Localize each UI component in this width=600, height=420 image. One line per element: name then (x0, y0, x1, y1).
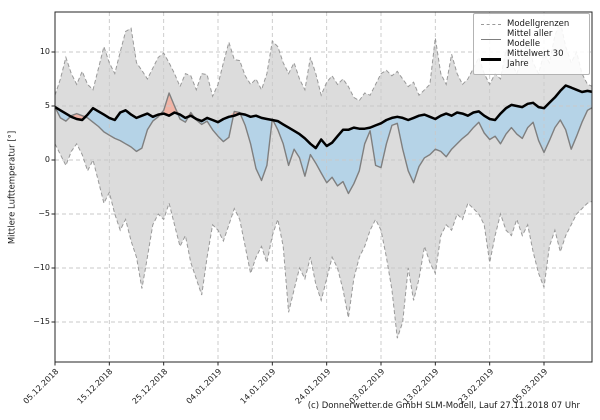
legend-item-label: Modellgrenzen (507, 19, 570, 29)
model-range-band (55, 21, 592, 339)
legend-item-modellgrenzen: Modellgrenzen (481, 19, 582, 29)
black-line-sample-icon (481, 57, 501, 61)
climate-mean-line (55, 84, 592, 150)
y-tick-label: 10 (39, 46, 50, 56)
y-tick-label: 5 (44, 100, 50, 110)
below-normal-fill (55, 85, 592, 194)
y-tick-label: −15 (33, 316, 50, 326)
copyright-caption: (c) Donnerwetter.de GmbH SLM-Modell, Lau… (307, 401, 580, 411)
gray-line-sample-icon (481, 38, 501, 40)
y-tick-label: −5 (38, 208, 50, 218)
y-axis-label: Mittlere Lufttemperatur [°] (7, 130, 18, 245)
y-tick-label: 0 (44, 154, 50, 164)
legend-item-label: Mittel aller Modelle (507, 29, 553, 49)
model-max-line (55, 20, 592, 102)
legend-item-mittel-aller-modelle: Mittel aller Modelle (481, 29, 582, 49)
plot-border (54, 11, 593, 363)
legend: Modellgrenzen Mittel aller Modelle Mitte… (473, 13, 590, 75)
model-min-line (55, 142, 592, 339)
model-mean-line (55, 92, 592, 195)
dashed-line-sample-icon (481, 23, 501, 25)
legend-item-label: Mittelwert 30 Jahre (507, 49, 564, 69)
y-tick-label: −10 (33, 262, 50, 272)
legend-item-mittelwert-30-jahre: Mittelwert 30 Jahre (481, 49, 582, 69)
